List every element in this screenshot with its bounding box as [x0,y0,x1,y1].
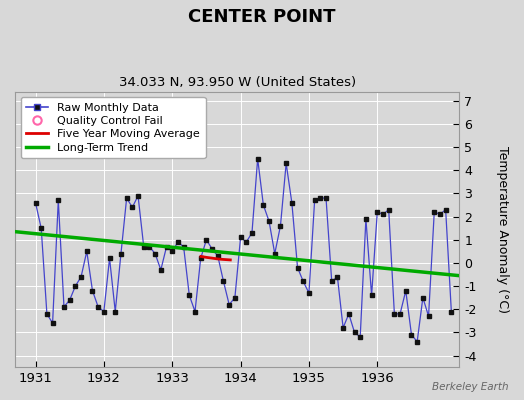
Y-axis label: Temperature Anomaly (°C): Temperature Anomaly (°C) [496,146,509,313]
Title: 34.033 N, 93.950 W (United States): 34.033 N, 93.950 W (United States) [118,76,356,89]
Text: CENTER POINT: CENTER POINT [188,8,336,26]
Text: Berkeley Earth: Berkeley Earth [432,382,508,392]
Legend: Raw Monthly Data, Quality Control Fail, Five Year Moving Average, Long-Term Tren: Raw Monthly Data, Quality Control Fail, … [20,97,205,158]
